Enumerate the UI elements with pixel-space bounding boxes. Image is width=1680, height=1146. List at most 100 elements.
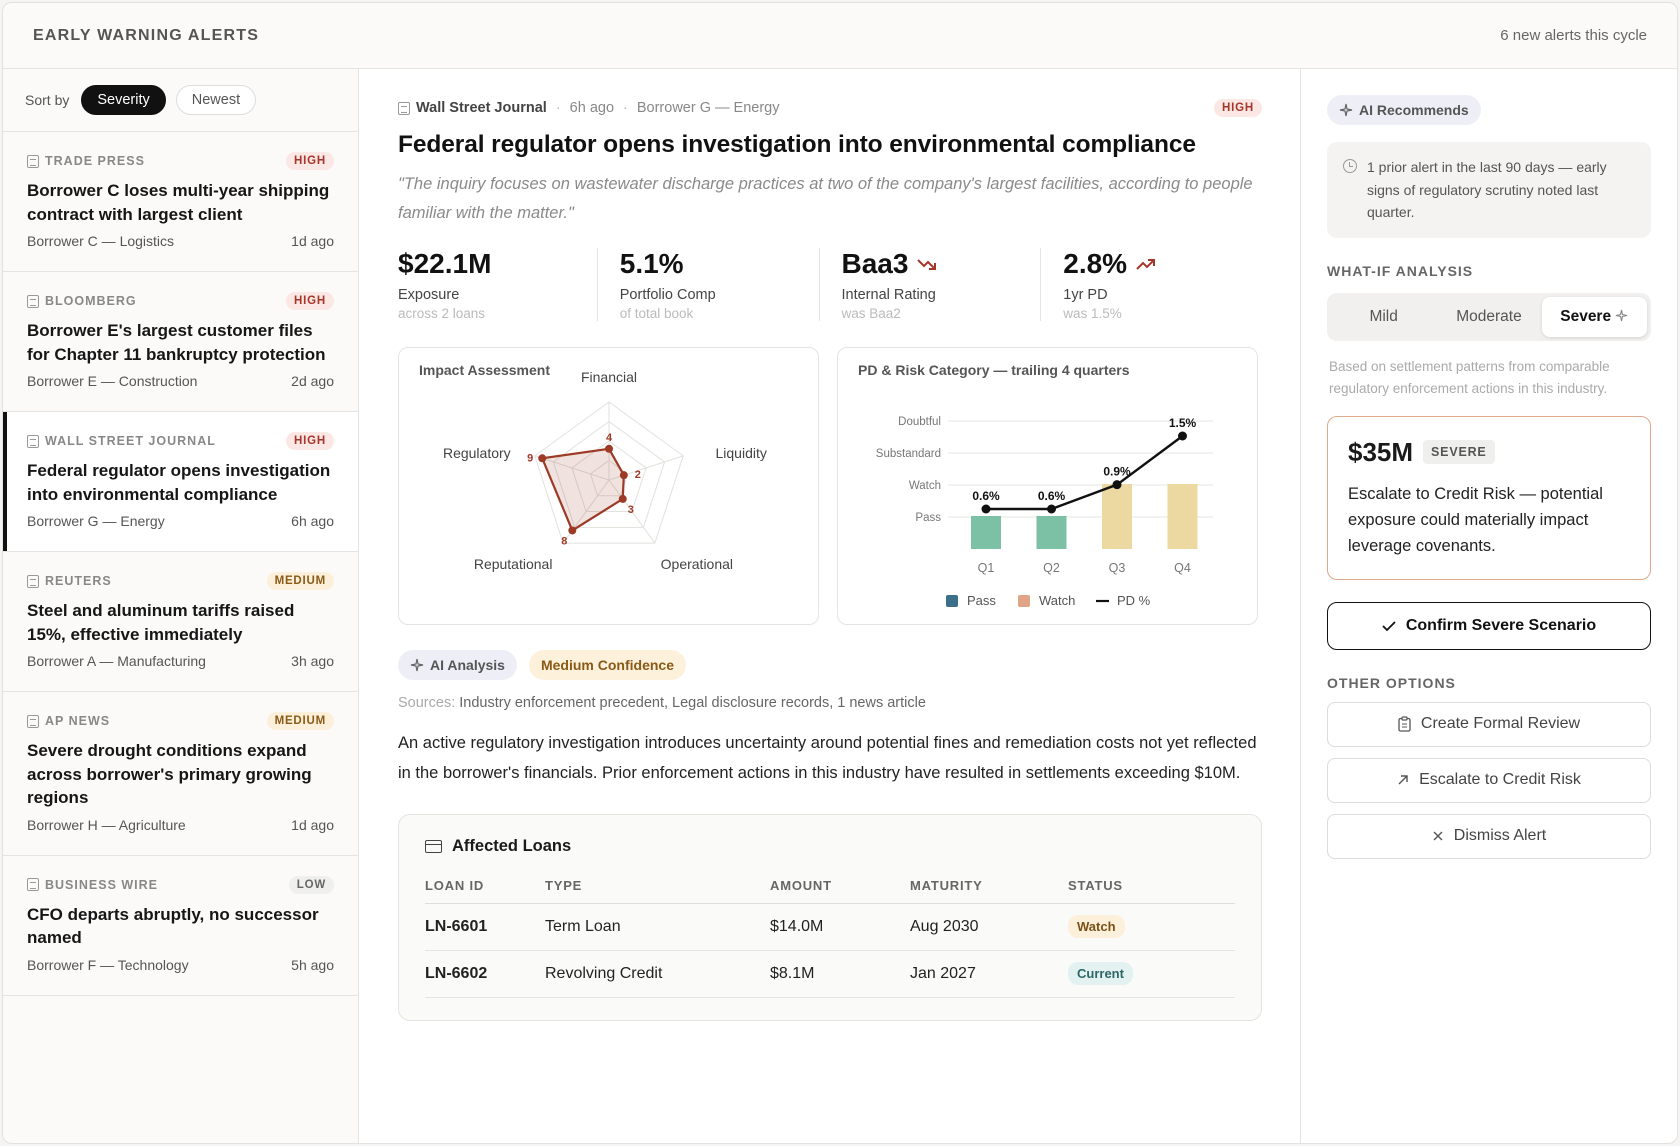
arrow-up-right-icon (1398, 775, 1408, 785)
loan-amount: $8.1M (770, 950, 910, 998)
radar-value-label: 3 (628, 504, 634, 516)
radar-grid-ring (571, 440, 647, 513)
sort-newest-button[interactable]: Newest (175, 85, 257, 115)
credit-card-icon (425, 840, 442, 853)
alert-list-item[interactable]: TRADE PRESS HIGH Borrower C loses multi-… (3, 132, 358, 272)
legend-label: Pass (967, 593, 996, 608)
sparkle-icon (1616, 309, 1628, 321)
stat-exposure: $22.1M Exposure across 2 loans (398, 248, 597, 321)
alert-age: 1d ago (291, 233, 334, 249)
radar-value-label: 9 (527, 452, 533, 464)
confirm-scenario-button[interactable]: Confirm Severe Scenario (1327, 601, 1651, 650)
alert-age: 2d ago (291, 373, 334, 389)
alert-list-item-selected[interactable]: WALL STREET JOURNAL HIGH Federal regulat… (3, 412, 358, 552)
column-header: STATUS (1068, 868, 1235, 904)
x-tick-label: Q1 (978, 561, 995, 575)
alert-borrower: Borrower E — Construction (27, 373, 198, 389)
radar-chart: Financial Liquidity Operational Reputationa… (443, 369, 767, 572)
detail-age: 6h ago (569, 100, 615, 116)
pd-value-label: 0.6% (1038, 489, 1066, 503)
radar-point (605, 444, 613, 453)
scenario-severe-button[interactable]: Severe (1541, 296, 1647, 337)
radar-axis-label: Reputational (474, 556, 553, 572)
alert-list-item[interactable]: AP NEWS MEDIUM Severe drought conditions… (3, 692, 358, 856)
result-severity-tag: SEVERE (1423, 440, 1495, 464)
table-row[interactable]: LN-6601 Term Loan $14.0M Aug 2030 Watch (425, 903, 1235, 951)
radar-value-label: 4 (606, 432, 613, 444)
alert-list-item[interactable]: BLOOMBERG HIGH Borrower E's largest cust… (3, 272, 358, 412)
other-options-title: OTHER OPTIONS (1327, 674, 1456, 691)
pd-point (1112, 480, 1122, 490)
trend-up-icon (1136, 259, 1156, 270)
pd-point (1178, 431, 1187, 441)
radar-value-area (540, 447, 625, 533)
radar-axis-line (534, 455, 610, 481)
y-tick-label: Substandard (876, 448, 941, 460)
x-tick-label: Q3 (1109, 561, 1126, 575)
y-tick-label: Pass (915, 512, 941, 524)
stat-label: Portfolio Comp (619, 287, 716, 303)
trend-down-icon (917, 259, 937, 270)
option-label: Escalate to Credit Risk (1419, 771, 1581, 788)
scenario-mild-button[interactable]: Mild (1369, 307, 1398, 325)
y-tick-label: Watch (909, 480, 941, 492)
pd-risk-card: PD & Risk Category — trailing 4 quarters… (837, 347, 1258, 625)
severity-badge: HIGH (286, 152, 334, 170)
severity-badge: HIGH (286, 292, 334, 310)
scenario-basis-text: Based on settlement patterns from compar… (1329, 358, 1610, 396)
newspaper-icon (27, 434, 39, 448)
alert-list-item[interactable]: REUTERS MEDIUM Steel and aluminum tariff… (3, 552, 358, 692)
loan-maturity: Jan 2027 (910, 950, 1068, 998)
whatif-title: WHAT-IF ANALYSIS (1327, 262, 1474, 279)
sort-label: Sort by (25, 92, 70, 108)
alert-source: AP NEWS (45, 714, 111, 728)
prior-alert-text: 1 prior alert in the last 90 days — earl… (1367, 159, 1607, 220)
ai-analysis-tag: AI Analysis (398, 650, 517, 680)
alert-borrower: Borrower A — Manufacturing (27, 653, 206, 669)
confidence-tag: Medium Confidence (528, 650, 686, 680)
recommendation-panel: AI Recommends 1 prior alert in the last … (1301, 69, 1677, 1143)
alert-list-item[interactable]: BUSINESS WIRE LOW CFO departs abruptly, … (3, 856, 358, 996)
radar-title: Impact Assessment (419, 362, 550, 378)
alert-title: Steel and aluminum tariffs raised 15%, e… (27, 601, 295, 644)
newspaper-icon (27, 878, 39, 891)
close-icon (1433, 831, 1443, 841)
clipboard-icon (1398, 716, 1411, 732)
stat-sub: across 2 loans (398, 306, 486, 321)
alert-title: Federal regulator opens investigation in… (27, 461, 331, 504)
radar-axis-label: Regulatory (443, 445, 511, 461)
scenario-moderate-button[interactable]: Moderate (1456, 307, 1522, 325)
severity-badge: HIGH (286, 432, 334, 450)
alert-source: BLOOMBERG (45, 294, 137, 308)
sources-label: Sources: (398, 695, 456, 711)
detail-headline: Federal regulator opens investigation in… (398, 131, 1196, 158)
stat-value: $22.1M (398, 248, 492, 279)
loan-amount: $14.0M (770, 903, 910, 951)
alert-title: Borrower C loses multi-year shipping con… (27, 181, 330, 224)
pd-value-label: 0.9% (1103, 465, 1131, 479)
stats-row: $22.1M Exposure across 2 loans 5.1% Port… (398, 248, 1262, 321)
radar-point (619, 471, 628, 480)
sparkle-icon (410, 658, 424, 672)
status-badge: Current (1068, 962, 1133, 985)
dismiss-alert-button[interactable]: Dismiss Alert (1327, 813, 1651, 859)
check-icon (1382, 620, 1396, 631)
stat-sub: was 1.5% (1063, 306, 1122, 321)
scenario-severe-label: Severe (1560, 307, 1612, 325)
clock-icon (1343, 159, 1357, 173)
create-formal-review-button[interactable]: Create Formal Review (1327, 701, 1651, 747)
legend-swatch (1018, 595, 1030, 607)
option-label: Create Formal Review (1420, 715, 1581, 732)
escalate-credit-risk-button[interactable]: Escalate to Credit Risk (1327, 757, 1651, 803)
bar-watch (1102, 484, 1132, 549)
detail-quote: "The inquiry focuses on wastewater disch… (398, 175, 1253, 222)
table-row[interactable]: LN-6602 Revolving Credit $8.1M Jan 2027 … (425, 950, 1235, 998)
affected-loans-title: Affected Loans (452, 837, 572, 855)
detail-meta: Wall Street Journal · 6h ago · Borrower … (398, 99, 1262, 117)
pd-line (986, 435, 1184, 511)
pd-value-label: 0.6% (972, 489, 1000, 503)
sort-severity-button[interactable]: Severity (81, 85, 166, 115)
stat-label: Exposure (398, 287, 460, 303)
pd-point (1047, 504, 1056, 514)
